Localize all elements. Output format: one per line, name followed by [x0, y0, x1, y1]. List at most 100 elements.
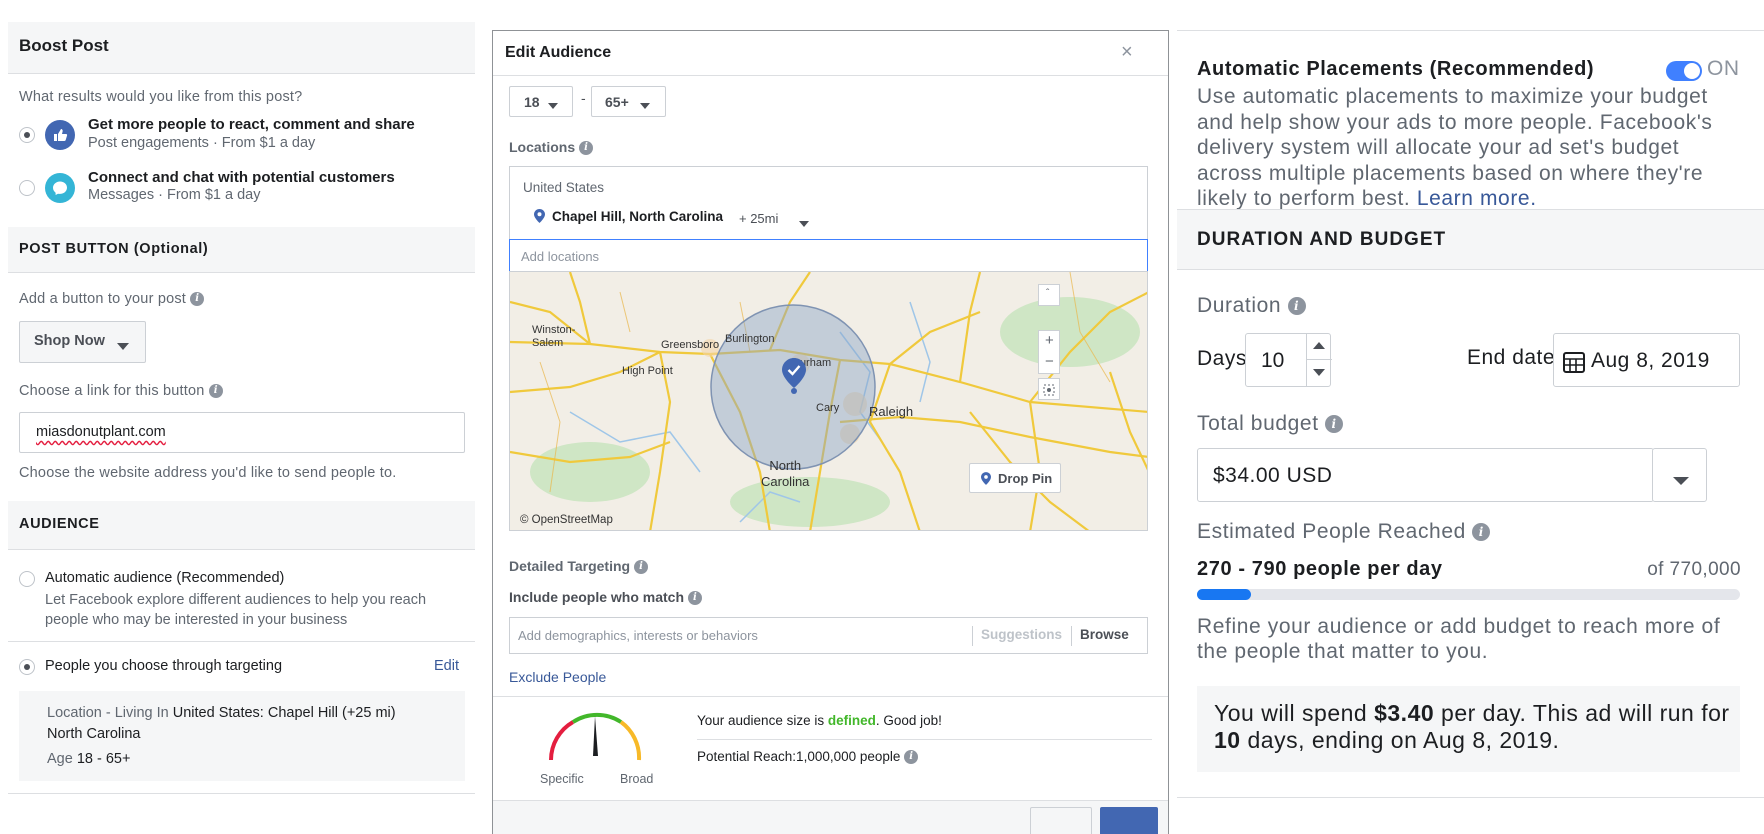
city-location: Chapel Hill, North Carolina: [552, 209, 724, 224]
locations-label: Locations i: [509, 139, 594, 156]
info-icon: i: [190, 292, 205, 307]
divider: [8, 793, 475, 794]
recenter-button[interactable]: [1038, 378, 1060, 400]
location-map[interactable]: Winston- Salem Greensboro Burlington Hig…: [509, 271, 1148, 531]
add-button-label-text: Add a button to your post: [19, 291, 187, 307]
end-date-input[interactable]: Aug 8, 2019: [1553, 333, 1740, 387]
link-label: Choose a link for this button i: [19, 383, 223, 399]
zoom-out-button[interactable]: −: [1045, 353, 1054, 370]
add-locations-input[interactable]: Add locations: [509, 239, 1148, 274]
chevron-down-icon: [1673, 472, 1689, 490]
locations-box: United States Chapel Hill, North Carolin…: [509, 166, 1148, 274]
map-roads: [510, 272, 1147, 530]
suggestions-button[interactable]: Suggestions: [981, 627, 1063, 642]
link-input[interactable]: miasdonutplant.com: [19, 412, 465, 453]
audience-header: AUDIENCE: [8, 501, 475, 550]
placements-toggle[interactable]: [1666, 61, 1702, 81]
map-label-north-carolina: North Carolina: [761, 458, 810, 489]
zoom-controls: + −: [1038, 330, 1060, 374]
auto-audience-title: Automatic audience (Recommended): [45, 570, 285, 586]
close-icon[interactable]: ×: [1121, 41, 1133, 63]
auto-audience-radio[interactable]: [19, 571, 35, 587]
divider: [8, 641, 475, 642]
age-prefix: Age: [47, 751, 73, 767]
potential-reach-text: Potential Reach:1,000,000 people: [697, 749, 901, 764]
placements-description: Use automatic placements to maximize you…: [1197, 84, 1747, 212]
budget-input[interactable]: $34.00 USD: [1197, 448, 1654, 502]
drop-pin-button[interactable]: Drop Pin: [969, 463, 1061, 493]
age-max-select[interactable]: 65+: [591, 86, 666, 117]
reach-total: of 770,000: [1647, 559, 1741, 580]
age-summary: Age 18 - 65+: [47, 751, 130, 767]
budget-currency-dropdown[interactable]: [1652, 448, 1707, 502]
post-button-header: POST BUTTON (Optional): [8, 227, 475, 273]
modal-footer: [493, 800, 1168, 834]
targeting-option-label: People you choose through targeting: [45, 658, 283, 674]
summary-days: 10: [1214, 727, 1241, 753]
age-range-dash: -: [581, 90, 586, 106]
chevron-down-icon: [117, 338, 129, 356]
calendar-icon: [1562, 350, 1586, 379]
browse-button[interactable]: Browse: [1080, 627, 1129, 642]
exclude-people-link[interactable]: Exclude People: [509, 669, 607, 685]
zoom-in-button[interactable]: +: [1045, 332, 1054, 349]
info-icon: i: [633, 560, 648, 575]
drop-pin-label: Drop Pin: [998, 471, 1053, 486]
button-type-value: Shop Now: [34, 333, 105, 349]
engagement-option-subtitle: Post engagements · From $1 a day: [88, 135, 316, 151]
spend-summary-box: You will spend $3.40 per day. This ad wi…: [1197, 686, 1740, 772]
messages-option-title: Connect and chat with potential customer…: [88, 169, 395, 186]
location-pin-icon: [981, 472, 991, 490]
placements-budget-panel: Automatic Placements (Recommended) ON Us…: [1177, 0, 1764, 834]
info-icon: i: [208, 384, 223, 399]
age-min-select[interactable]: 18: [509, 86, 573, 117]
radius-select[interactable]: + 25mi: [739, 211, 779, 226]
duration-label-text: Duration: [1197, 294, 1282, 317]
include-label-text: Include people who match: [509, 589, 685, 605]
edit-audience-modal: Edit Audience × 18 - 65+ Locations i Uni…: [492, 30, 1169, 834]
location-pin-icon[interactable]: [782, 358, 806, 399]
modal-header: Edit Audience ×: [493, 31, 1168, 76]
reach-progress-track: [1197, 589, 1740, 600]
audience-gauge: [543, 706, 647, 771]
days-stepper[interactable]: 10: [1245, 333, 1332, 387]
info-icon: i: [1472, 523, 1491, 542]
info-icon: i: [687, 591, 702, 606]
targeting-input[interactable]: Add demographics, interests or behaviors…: [509, 617, 1148, 654]
map-scroll-up-button[interactable]: ˆ: [1038, 284, 1060, 306]
audience-size-status: defined: [827, 713, 876, 728]
info-icon: i: [1325, 415, 1344, 434]
locations-label-text: Locations: [509, 139, 576, 155]
audience-size-text: Your audience size is defined. Good job!: [697, 713, 942, 728]
messages-radio[interactable]: [19, 180, 35, 196]
add-locations-placeholder: Add locations: [521, 249, 600, 264]
add-button-label: Add a button to your post i: [19, 291, 205, 307]
age-max-value: 65+: [605, 94, 629, 110]
spend-summary: You will spend $3.40 per day. This ad wi…: [1214, 700, 1734, 754]
budget-value: $34.00 USD: [1213, 464, 1333, 487]
location-value: United States: Chapel Hill (+25 mi): [172, 705, 396, 721]
learn-more-link[interactable]: Learn more.: [1416, 187, 1537, 210]
estimated-reach-label-text: Estimated People Reached: [1197, 520, 1466, 543]
stepper-up-icon[interactable]: [1313, 342, 1325, 349]
chevron-down-icon: [548, 97, 558, 113]
summary-middle: per day. This ad will run for: [1441, 700, 1730, 726]
button-type-select[interactable]: Shop Now: [19, 321, 146, 363]
chevron-down-icon: [640, 97, 650, 113]
cancel-button[interactable]: [1030, 807, 1092, 834]
messages-option-subtitle: Messages · From $1 a day: [88, 187, 261, 203]
engagement-radio[interactable]: [19, 127, 35, 143]
targeting-radio[interactable]: [19, 659, 35, 675]
duration-label: Duration i: [1197, 294, 1306, 318]
duration-budget-title: DURATION AND BUDGET: [1197, 229, 1447, 250]
edit-audience-link[interactable]: Edit: [434, 658, 459, 674]
end-date-value: Aug 8, 2019: [1591, 349, 1710, 372]
map-label-high-point: High Point: [622, 365, 673, 377]
age-value: 18 - 65+: [76, 751, 131, 767]
reach-range: 270 - 790 people per day: [1197, 558, 1443, 580]
toggle-knob: [1684, 63, 1700, 79]
save-button[interactable]: [1100, 807, 1158, 834]
stepper-down-icon[interactable]: [1313, 369, 1325, 376]
audience-size-suffix: . Good job!: [875, 713, 942, 728]
boost-post-panel: Boost Post What results would you like f…: [0, 0, 480, 834]
